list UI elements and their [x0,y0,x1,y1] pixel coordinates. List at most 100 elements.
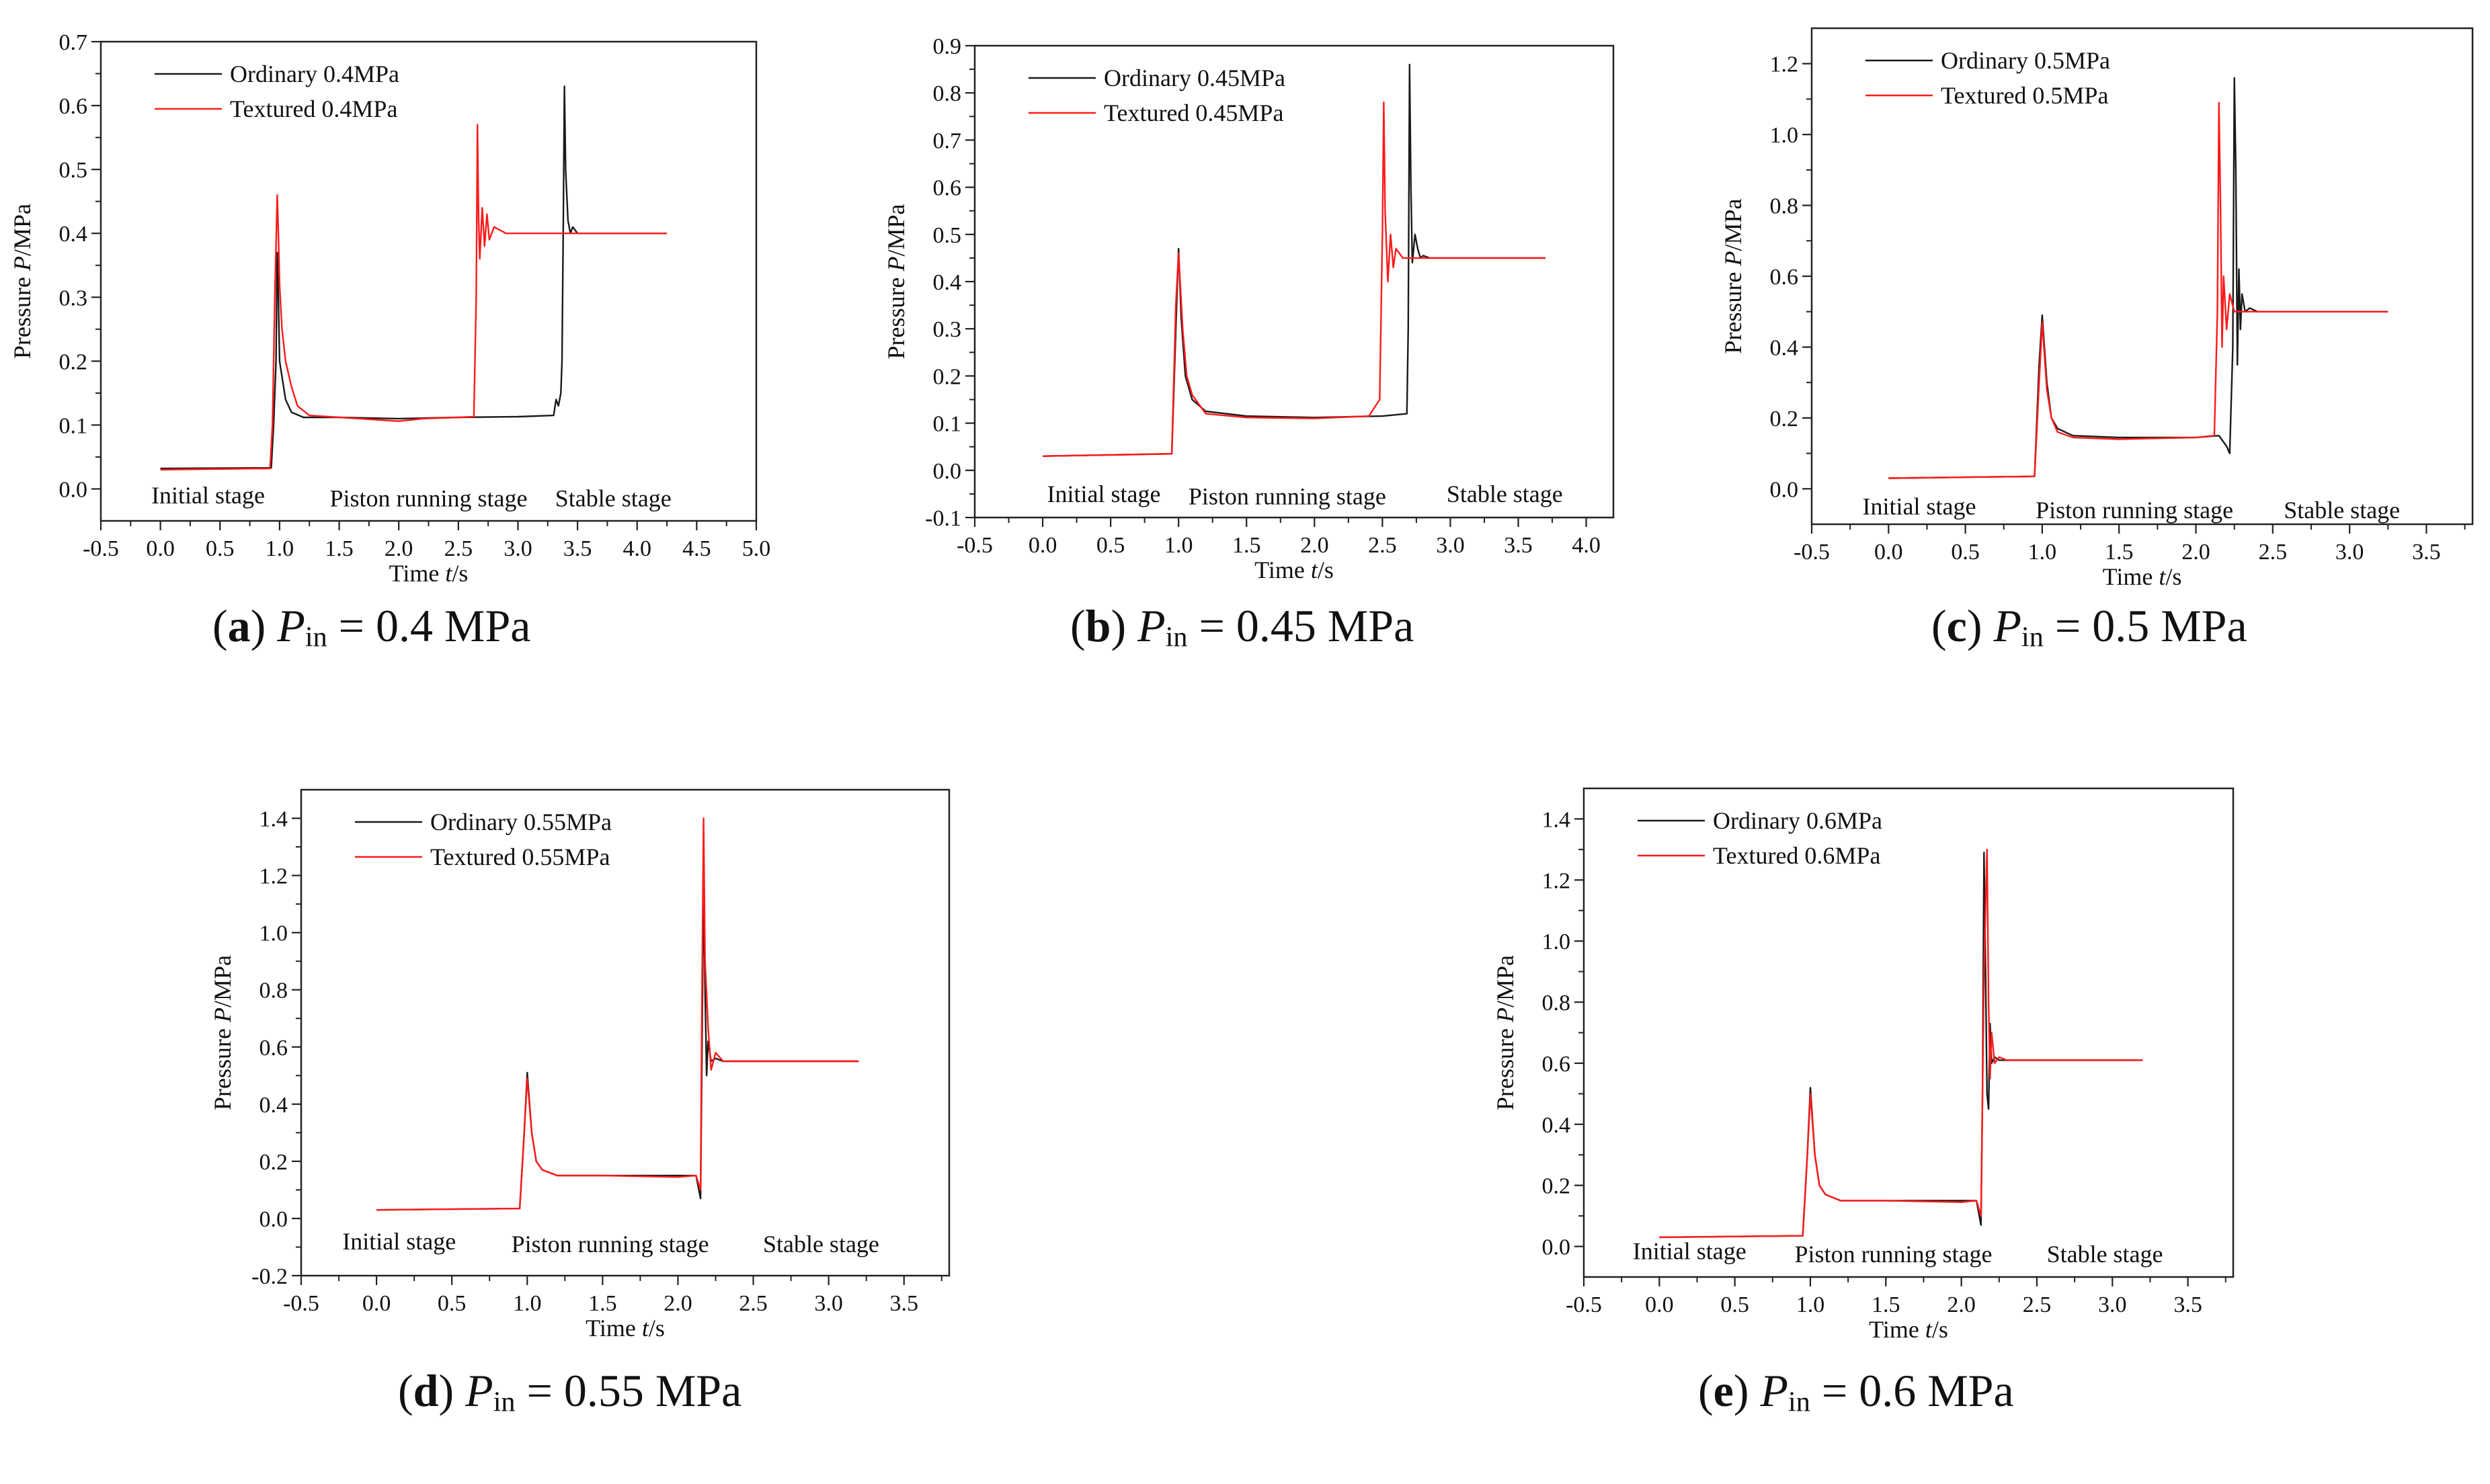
x-tick-label: 3.5 [889,1291,918,1316]
x-tick-label: 1.0 [1796,1292,1825,1317]
legend-entry: Ordinary 0.6MPa [1713,807,1882,834]
chart-panel-a: -0.5 0.0 0.5 1.0 1.5 2.0 2.5 3.0 3.5 4.0 4.5 5.0 0.0… [9,30,770,587]
x-axis-label: Time t/s [2103,563,2182,590]
y-tick-label: 0.6 [1770,265,1799,290]
series-line-textured [376,817,859,1211]
x-tick-label: 3.0 [2335,540,2364,565]
y-tick-label: 1.0 [1770,123,1799,148]
legend-entry: Textured 0.45MPa [1104,99,1283,126]
stage-label: Initial stage [151,482,265,509]
plot-frame [973,44,1615,519]
x-tick-label: 1.5 [2105,540,2134,565]
x-tick-label: 4.0 [622,536,651,561]
stage-label: Stable stage [1447,481,1563,507]
x-tick-label: 3.0 [504,536,532,561]
x-tick-label: -0.5 [283,1291,319,1316]
y-tick-label: 0.6 [259,1036,288,1061]
x-tick-label: 3.5 [1504,533,1533,558]
y-tick-label: 0.4 [59,222,88,247]
y-tick-label: 0.9 [933,34,962,59]
plot-frame [99,40,758,522]
x-axis-label: Time t/s [586,1315,665,1342]
stage-label: Stable stage [2047,1241,2163,1268]
x-tick-label: -0.5 [1566,1292,1602,1317]
legend-entry: Ordinary 0.4MPa [230,60,399,87]
y-axis-label: Pressure P/MPa [9,204,36,359]
y-tick-label: 1.2 [1542,868,1571,893]
legend-entry: Ordinary 0.55MPa [430,809,612,835]
x-tick-label: 0.5 [1096,533,1125,558]
x-tick-label: 3.5 [563,536,592,561]
y-tick-label: 0.4 [933,270,962,295]
x-tick-label: 1.5 [588,1291,617,1316]
x-tick-label: 4.5 [682,536,711,561]
y-tick-label: 0.8 [1542,991,1571,1016]
y-tick-label: 0.0 [933,459,962,484]
x-tick-label: 2.5 [739,1291,768,1316]
stage-label: Stable stage [763,1231,879,1258]
y-tick-label: 1.4 [259,807,288,832]
y-tick-label: 0.1 [933,412,962,437]
stage-label: Piston running stage [2036,497,2233,524]
x-tick-label: 0.0 [1874,540,1903,565]
x-tick-label: 3.0 [1436,533,1465,558]
x-axis-label: Time t/s [1869,1316,1948,1343]
series-line-ordinary [160,85,667,470]
x-tick-label: 0.5 [206,536,235,561]
legend-entry: Textured 0.6MPa [1713,842,1880,869]
x-tick-label: 2.5 [2259,540,2288,565]
y-tick-label: 0.7 [59,30,88,55]
stage-label: Initial stage [1047,481,1161,507]
y-tick-label: 0.6 [1542,1052,1571,1077]
panel-caption: (e) Pin = 0.6 MPa [1698,1365,2014,1418]
x-tick-label: 0.0 [1029,533,1057,558]
panel-caption: (c) Pin = 0.5 MPa [1931,600,2247,653]
x-tick-label: -0.5 [83,536,119,561]
y-tick-label: 0.2 [1770,407,1799,431]
y-tick-label: 0.0 [1770,477,1799,502]
x-tick-label: 3.5 [2412,540,2441,565]
y-tick-label: 0.1 [59,413,88,438]
x-tick-label: 3.5 [2173,1292,2202,1317]
series-line-textured [1888,101,2388,479]
x-tick-label: 3.0 [814,1291,843,1316]
stage-label: Initial stage [1863,493,1976,520]
y-tick-label: 0.6 [933,176,962,201]
x-tick-label: 2.5 [2023,1292,2052,1317]
y-tick-label: 0.4 [1542,1113,1571,1138]
chart-panel-e: -0.5 0.0 0.5 1.0 1.5 2.0 2.5 3.0 3.5 0.0 0.2 0.4 0.6… [1492,787,2235,1343]
y-tick-label: -0.2 [251,1264,288,1289]
plot-frame [300,788,951,1277]
legend-entry: Ordinary 0.5MPa [1941,47,2110,74]
x-tick-label: 2.0 [385,536,413,561]
x-tick-label: 2.0 [1300,533,1329,558]
legend-entry: Ordinary 0.45MPa [1104,65,1285,91]
series-line-ordinary [376,874,859,1211]
y-tick-label: 0.3 [933,317,962,342]
stage-label: Piston running stage [1189,483,1386,509]
chart-panel-d: -0.5 0.0 0.5 1.0 1.5 2.0 2.5 3.0 3.5 -0.2 0.0 0.2 0.… [209,788,951,1342]
series-line-textured [160,124,667,471]
plot-frame [1810,27,2474,526]
x-tick-label: 1.5 [1872,1292,1900,1317]
y-tick-label: 0.3 [59,286,88,311]
y-tick-label: 0.0 [259,1207,288,1232]
x-tick-label: 0.5 [1720,1292,1749,1317]
y-tick-label: 0.0 [1542,1235,1571,1260]
y-tick-label: 0.4 [1770,335,1799,360]
y-tick-label: 0.8 [1770,194,1799,219]
stage-label: Initial stage [342,1228,456,1255]
y-tick-label: 0.2 [1542,1174,1571,1199]
panel-caption: (a) Pin = 0.4 MPa [212,600,531,653]
y-tick-label: 0.4 [259,1093,288,1118]
x-tick-label: 0.0 [146,536,175,561]
y-tick-label: 1.0 [1542,930,1571,954]
x-tick-label: 1.5 [325,536,354,561]
y-tick-label: -0.1 [925,506,961,531]
stage-label: Initial stage [1633,1237,1746,1264]
x-tick-label: 2.5 [1368,533,1397,558]
stage-label: Piston running stage [330,485,528,512]
x-axis-label: Time t/s [389,560,469,587]
legend-entry: Textured 0.4MPa [230,95,397,122]
x-tick-label: 4.0 [1572,533,1601,558]
